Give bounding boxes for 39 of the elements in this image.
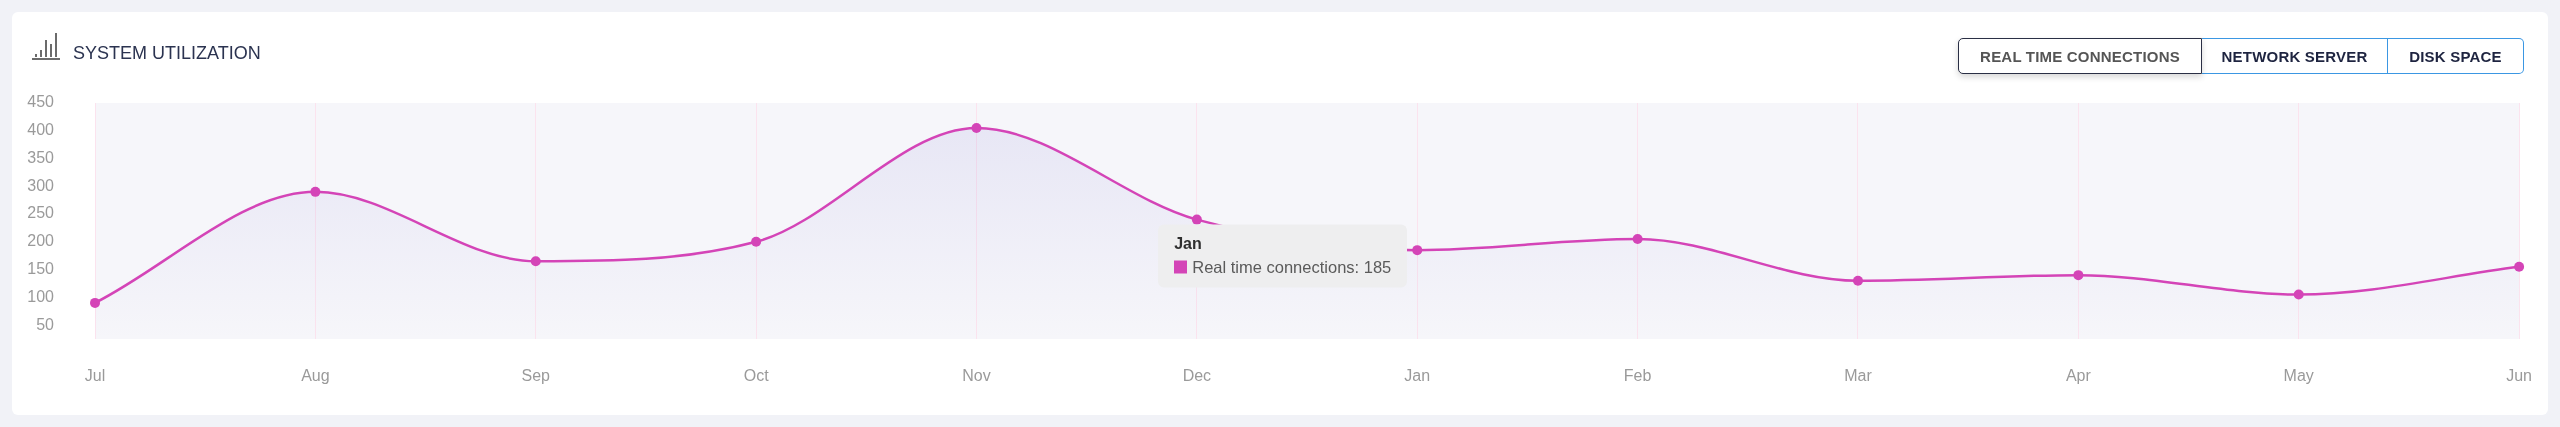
x-tick-label: Aug	[301, 367, 330, 385]
x-tick-label: Sep	[521, 367, 551, 385]
x-tick-label: Dec	[1182, 367, 1212, 385]
x-tick-label: Oct	[743, 367, 770, 385]
x-tick-label: Jun	[2506, 367, 2532, 385]
y-tick-label: 250	[27, 204, 55, 222]
y-tick-label: 50	[36, 315, 55, 333]
x-tick-label: May	[2283, 367, 2314, 385]
point	[2073, 270, 2084, 281]
point	[530, 256, 541, 267]
point	[751, 236, 762, 247]
point	[90, 297, 100, 308]
x-tick-label: Jan	[1404, 367, 1431, 385]
annotation: Jan	[1174, 233, 1203, 254]
point	[310, 186, 321, 197]
y-tick-label: 350	[27, 148, 55, 166]
y-tick-label: 450	[27, 93, 55, 111]
point	[1412, 245, 1423, 256]
y-tick-label: 100	[27, 287, 55, 305]
x-tick-label: Feb	[1623, 367, 1652, 385]
point	[1852, 275, 1863, 286]
x-tick-label: Apr	[2065, 367, 2092, 385]
x-tick-label: Nov	[962, 367, 991, 385]
y-tick-label: 150	[27, 259, 55, 277]
point	[971, 122, 982, 133]
y-tick-label: 400	[27, 121, 55, 139]
y-tick-label: 300	[27, 176, 55, 194]
point	[2514, 261, 2525, 272]
tab-button: DISK SPACE	[2388, 38, 2524, 74]
point	[1191, 214, 1202, 225]
point	[1632, 234, 1643, 245]
tab-button: REAL TIME CONNECTIONS	[1958, 38, 2202, 74]
point	[2293, 289, 2304, 300]
chart-title: SYSTEM UTILIZATION	[73, 43, 261, 63]
tab-button: NETWORK SERVER	[2202, 38, 2388, 74]
x-tick-label: Jul	[84, 367, 106, 385]
y-tick-label: 200	[27, 232, 55, 250]
x-tick-label: Mar	[1844, 367, 1873, 385]
annotation: Real time connections: 185	[1192, 256, 1392, 278]
